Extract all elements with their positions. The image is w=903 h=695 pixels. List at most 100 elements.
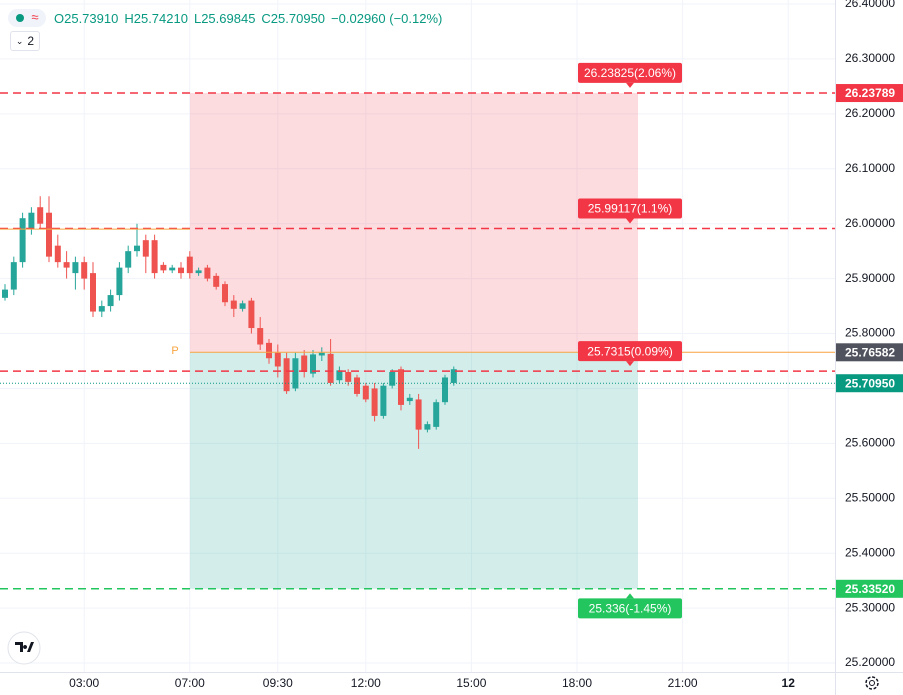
annotation-label: 25.7315(0.09%)	[587, 344, 672, 358]
candle-body	[125, 251, 132, 268]
candle-body	[433, 402, 440, 427]
candle-body	[371, 388, 378, 416]
candle-body	[380, 385, 387, 416]
candle-body	[204, 267, 211, 279]
candle-body	[406, 397, 413, 402]
y-tick-label: 25.60000	[845, 436, 895, 450]
legend-high: H25.74210	[124, 10, 188, 26]
candle-body	[230, 300, 237, 309]
y-tick-label: 26.00000	[845, 216, 895, 230]
candle-body	[283, 358, 290, 392]
candle-body	[450, 369, 457, 383]
x-tick-label: 15:00	[456, 676, 486, 690]
candle-body	[318, 352, 325, 356]
indicator-toggle[interactable]: ⌄ 2	[10, 31, 40, 51]
candle-body	[389, 371, 396, 386]
candle-body	[327, 353, 334, 383]
price-tag	[836, 374, 903, 393]
candle-body	[222, 284, 228, 303]
price-tag	[836, 579, 903, 598]
annotation-box	[578, 598, 682, 619]
annotation-label: 25.336(-1.45%)	[589, 602, 672, 616]
annotation-box	[578, 198, 682, 219]
annotation-box	[578, 62, 682, 83]
y-tick-label: 25.20000	[845, 655, 895, 669]
x-tick-label: 12:00	[351, 676, 381, 690]
candle-body	[213, 275, 220, 287]
logo	[7, 631, 41, 665]
candle-body	[98, 306, 105, 312]
candle-body	[37, 207, 44, 224]
legend-close: C25.70950	[261, 10, 326, 26]
candle-body	[424, 424, 431, 430]
candle-body	[415, 399, 422, 430]
candle-body	[90, 273, 96, 312]
candle-body	[72, 262, 79, 274]
candle-body	[151, 240, 158, 274]
x-tick-label: 12	[782, 676, 796, 690]
y-tick-label: 25.50000	[845, 490, 895, 504]
candle-body	[46, 212, 52, 257]
candle-body	[310, 354, 316, 374]
indicator-count: 2	[27, 34, 35, 48]
candle-body	[10, 262, 17, 290]
annotation-label: 25.99117(1.1%)	[588, 202, 673, 216]
x-tick-label: 07:00	[175, 676, 205, 690]
legend-low: L25.69845	[193, 10, 256, 26]
candle-body	[142, 240, 149, 257]
y-tick-label: 26.30000	[845, 51, 895, 65]
candle-body	[301, 355, 308, 372]
candle-body	[336, 370, 343, 381]
candle-body	[2, 289, 8, 298]
settings-icon	[865, 676, 879, 690]
position-zone	[190, 352, 638, 589]
position-zone	[190, 93, 638, 353]
annotation-pointer	[626, 82, 634, 88]
candle-body	[248, 300, 255, 329]
candle-body	[274, 352, 281, 367]
y-tick-label: 25.40000	[845, 545, 895, 559]
settings-button[interactable]	[865, 676, 879, 690]
y-tick-label: 25.90000	[845, 271, 895, 285]
candle-body	[442, 377, 448, 403]
legend-change: −0.02960 (−0.12%)	[331, 10, 443, 26]
candle-body	[195, 270, 202, 274]
price-tag	[836, 343, 903, 362]
candle-body	[54, 245, 61, 263]
annotation-label: 26.23825(2.06%)	[584, 66, 676, 80]
legend: ≈ O25.73910 H25.74210 L25.69845 C25.7095…	[8, 8, 442, 28]
price-tag-label: 26.23789	[845, 86, 895, 100]
candle-body	[362, 385, 369, 400]
logo-mark	[15, 642, 34, 652]
candle-body	[28, 212, 35, 230]
price-tag-label: 25.33520	[845, 582, 895, 596]
candle-body	[116, 267, 123, 296]
y-tick-label: 26.10000	[845, 161, 895, 175]
candle-body	[160, 264, 167, 271]
svg-text:≈: ≈	[31, 9, 38, 24]
annotation-pointer	[626, 218, 634, 224]
candle-body	[266, 342, 272, 359]
candle-body	[292, 358, 299, 389]
candle-body	[19, 218, 26, 263]
x-tick-label: 03:00	[69, 676, 99, 690]
annotation-box	[578, 341, 682, 362]
price-tag-label: 25.70950	[845, 376, 895, 390]
settings-icon-core	[869, 680, 875, 686]
candle-body	[354, 377, 360, 394]
candle-body	[178, 267, 184, 274]
candle-body	[345, 371, 352, 382]
price-tag	[836, 84, 903, 103]
x-tick-label: 18:00	[562, 676, 592, 690]
candle-body	[107, 295, 114, 307]
candle-body	[169, 267, 176, 271]
candle-body	[257, 328, 264, 345]
candle-body	[134, 245, 140, 252]
symbol-icons[interactable]: ≈	[8, 8, 48, 28]
y-tick-label: 26.20000	[845, 106, 895, 120]
marker-label: P	[171, 345, 178, 357]
annotation-pointer	[626, 361, 634, 367]
y-tick-label: 25.30000	[845, 600, 895, 614]
